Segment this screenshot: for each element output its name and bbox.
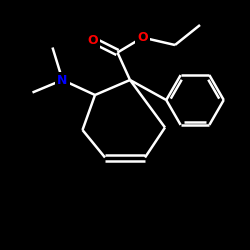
Text: O: O [137,31,148,44]
Text: N: N [57,74,68,86]
Text: O: O [87,34,98,46]
